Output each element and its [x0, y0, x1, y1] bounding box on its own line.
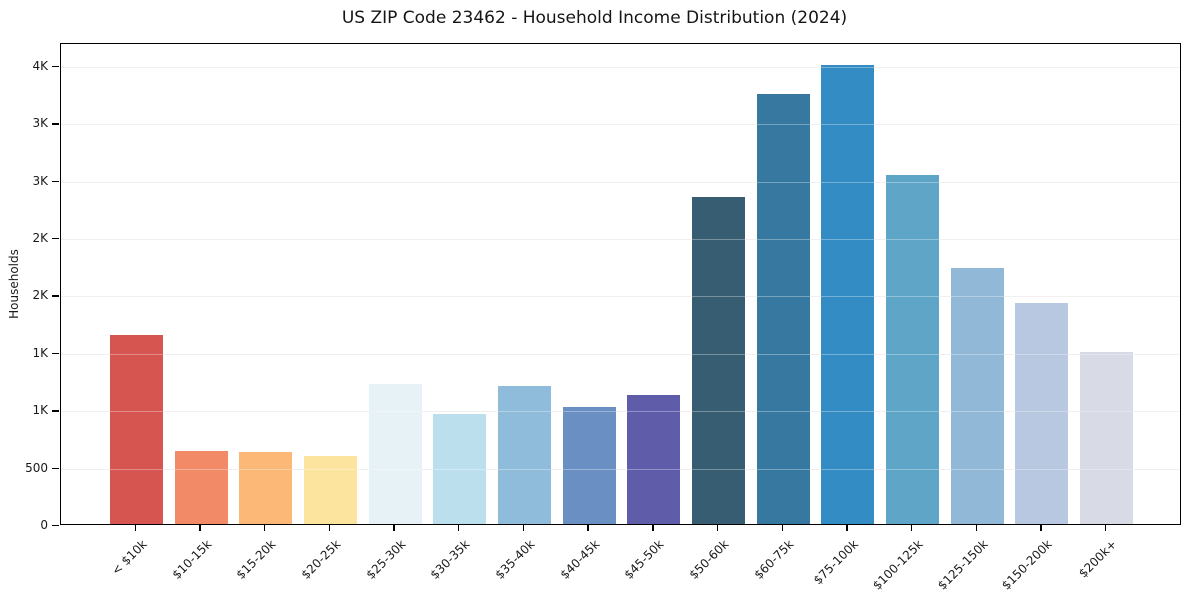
y-tick-label: 1K: [32, 403, 48, 418]
y-tick-mark: [52, 238, 59, 240]
bar-$60-75k: [756, 93, 810, 524]
bar-$125-150k: [950, 268, 1004, 524]
x-tick-label: $150-200k: [999, 537, 1055, 590]
gridline-overlay: [61, 181, 1180, 183]
x-tick-label: $60-75k: [751, 537, 797, 582]
bar-$100-125k: [886, 175, 940, 524]
gridline: [61, 353, 1180, 355]
bar-$75-100k: [821, 64, 875, 524]
gridline-overlay: [61, 353, 1180, 355]
bar-$50-60k: [692, 196, 746, 524]
y-tick-label: 4K: [32, 58, 48, 73]
gridline: [61, 468, 1180, 470]
gridline: [61, 66, 1180, 68]
x-tick-mark: [522, 525, 525, 531]
x-tick-mark: [134, 525, 137, 531]
x-tick-label: $50-60k: [686, 537, 732, 582]
gridline: [61, 239, 1180, 241]
gridline-overlay: [61, 66, 1180, 68]
x-tick-label: $200k+: [1076, 537, 1120, 581]
x-tick-mark: [587, 525, 589, 531]
x-tick-mark: [910, 525, 913, 531]
y-tick-mark: [52, 352, 59, 355]
y-tick-mark: [52, 123, 59, 125]
y-tick-mark: [52, 410, 59, 412]
bar-$150-200k: [1015, 302, 1069, 524]
y-axis-label: Households: [7, 249, 21, 319]
y-tick-label: 2K: [32, 288, 48, 303]
y-tick-mark: [52, 180, 59, 183]
gridline-overlay: [61, 239, 1180, 241]
x-tick-mark: [1104, 525, 1107, 531]
y-tick-mark: [52, 525, 59, 527]
x-tick-label: $10-15k: [169, 537, 214, 582]
gridline: [61, 296, 1180, 298]
x-tick-label: $20-25k: [298, 537, 344, 582]
plot-area: [60, 43, 1181, 525]
gridline-overlay: [61, 296, 1180, 298]
chart-title: US ZIP Code 23462 - Household Income Dis…: [341, 8, 848, 28]
bar-layer: [61, 44, 1180, 524]
x-tick-mark: [393, 525, 395, 531]
x-tick-label: < $10k: [108, 537, 150, 578]
gridline-layer: [61, 44, 1180, 524]
gridline-overlay: [61, 124, 1180, 126]
x-tick-mark: [199, 525, 201, 531]
gridline: [61, 181, 1180, 183]
y-tick-label: 1K: [32, 345, 48, 360]
y-tick-mark: [52, 65, 59, 68]
x-tick-mark: [328, 525, 331, 531]
y-tick-label: 0: [40, 518, 48, 532]
x-tick-label: $25-30k: [363, 537, 408, 582]
x-tick-label: $30-35k: [427, 537, 473, 582]
bar-$10-15k: [174, 450, 228, 524]
y-tick-label: 3K: [32, 173, 48, 188]
gridline-overlay: [61, 411, 1180, 413]
x-tick-label: $45-50k: [621, 537, 667, 582]
x-tick-mark: [264, 525, 266, 531]
gridline: [61, 411, 1180, 413]
bar-$20-25k: [303, 456, 357, 524]
bar-< $10k: [109, 334, 163, 524]
x-tick-label: $100-125k: [869, 537, 926, 590]
x-tick-mark: [458, 525, 460, 531]
x-tick-label: $75-100k: [810, 537, 861, 588]
bar-$30-35k: [433, 413, 487, 524]
y-tick-mark: [52, 295, 59, 297]
x-tick-mark: [846, 525, 848, 531]
y-tick-label: 2K: [32, 231, 48, 246]
bar-$15-20k: [239, 451, 293, 524]
bar-$25-30k: [368, 384, 422, 524]
x-tick-label: $35-40k: [492, 537, 538, 582]
x-tick-label: $15-20k: [233, 537, 279, 582]
gridline: [61, 124, 1180, 126]
x-tick-mark: [716, 525, 719, 531]
x-tick-label: $125-150k: [934, 537, 991, 590]
x-tick-mark: [781, 525, 783, 531]
x-tick-label: $40-45k: [557, 537, 603, 582]
x-tick-mark: [975, 525, 977, 531]
bar-$40-45k: [562, 406, 616, 524]
bar-$45-50k: [627, 395, 681, 524]
x-tick-mark: [1040, 525, 1042, 531]
gridline-overlay: [61, 468, 1180, 470]
y-tick-label: 3K: [32, 116, 48, 131]
gridline-overlay-layer: [61, 44, 1180, 524]
y-tick-label: 500: [25, 460, 48, 475]
bar-$200k+: [1080, 351, 1134, 524]
y-tick-mark: [52, 467, 59, 469]
bar-$35-40k: [497, 386, 551, 524]
x-tick-mark: [652, 525, 654, 531]
